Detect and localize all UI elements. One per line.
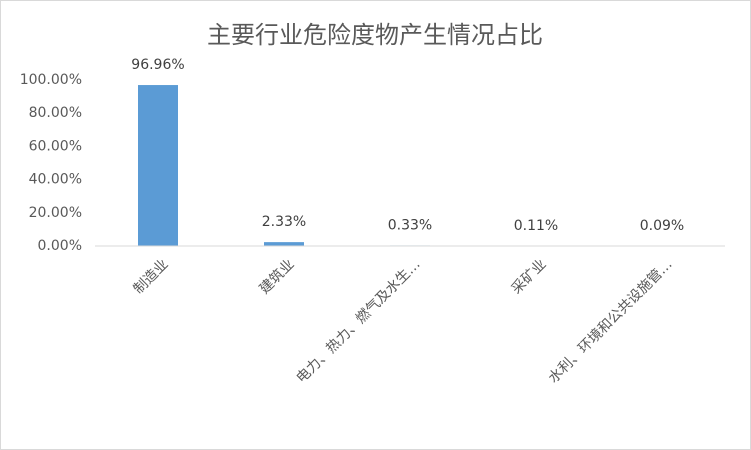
value-label: 0.09% [640, 218, 684, 234]
bar [138, 85, 178, 246]
chart-title: 主要行业危险度物产生情况占比 [207, 21, 543, 49]
value-label: 2.33% [262, 214, 306, 230]
value-label: 0.33% [388, 217, 432, 233]
value-label: 96.96% [131, 57, 184, 73]
y-tick-label: 100.00% [20, 72, 82, 88]
y-tick-label: 80.00% [29, 105, 82, 121]
bar [264, 242, 304, 246]
y-tick-label: 0.00% [38, 238, 82, 254]
y-tick-label: 40.00% [29, 172, 82, 188]
y-tick-label: 20.00% [29, 205, 82, 221]
y-tick-label: 60.00% [29, 138, 82, 154]
value-label: 0.11% [514, 218, 558, 234]
